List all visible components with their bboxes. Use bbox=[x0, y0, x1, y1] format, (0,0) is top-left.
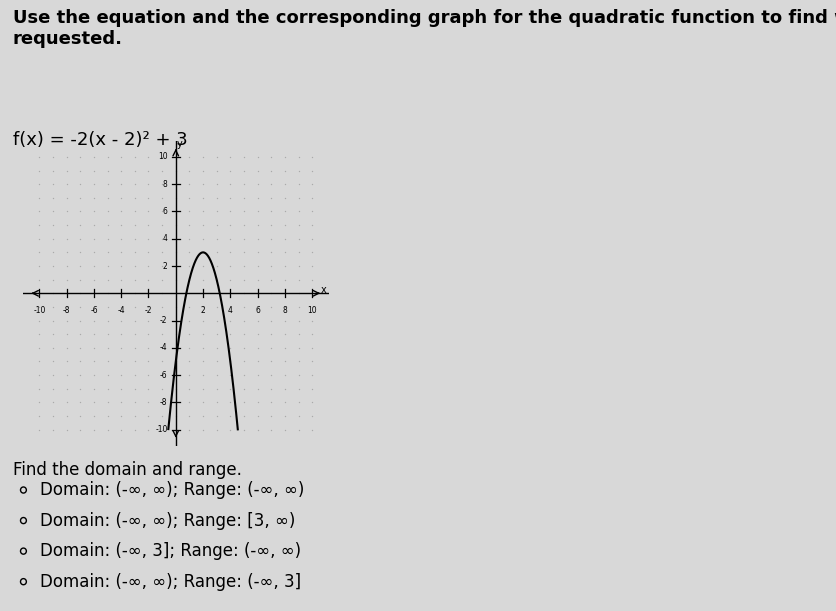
Text: Domain: (-∞, ∞); Range: [3, ∞): Domain: (-∞, ∞); Range: [3, ∞) bbox=[40, 511, 295, 530]
Text: Use the equation and the corresponding graph for the quadratic function to find : Use the equation and the corresponding g… bbox=[13, 9, 836, 48]
Text: -8: -8 bbox=[63, 306, 70, 315]
Text: -4: -4 bbox=[160, 343, 167, 353]
Text: x: x bbox=[320, 285, 326, 295]
Text: 2: 2 bbox=[163, 262, 167, 271]
Text: Domain: (-∞, ∞); Range: (-∞, 3]: Domain: (-∞, ∞); Range: (-∞, 3] bbox=[40, 573, 301, 591]
Text: -2: -2 bbox=[145, 306, 152, 315]
Text: -10: -10 bbox=[155, 425, 167, 434]
Text: -6: -6 bbox=[160, 371, 167, 379]
Text: y: y bbox=[176, 139, 182, 148]
Text: 6: 6 bbox=[162, 207, 167, 216]
Text: 2: 2 bbox=[201, 306, 205, 315]
Text: Domain: (-∞, 3]; Range: (-∞, ∞): Domain: (-∞, 3]; Range: (-∞, ∞) bbox=[40, 542, 301, 560]
Text: Domain: (-∞, ∞); Range: (-∞, ∞): Domain: (-∞, ∞); Range: (-∞, ∞) bbox=[40, 481, 304, 499]
Text: -6: -6 bbox=[90, 306, 98, 315]
Text: Find the domain and range.: Find the domain and range. bbox=[13, 461, 241, 479]
Text: -4: -4 bbox=[117, 306, 125, 315]
Text: -2: -2 bbox=[160, 316, 167, 325]
Text: 6: 6 bbox=[255, 306, 260, 315]
Text: f(x) = -2(x - 2)² + 3: f(x) = -2(x - 2)² + 3 bbox=[13, 131, 187, 149]
Text: 8: 8 bbox=[283, 306, 287, 315]
Text: -10: -10 bbox=[33, 306, 45, 315]
Text: 4: 4 bbox=[227, 306, 232, 315]
Text: 8: 8 bbox=[163, 180, 167, 189]
Text: 10: 10 bbox=[158, 152, 167, 161]
Text: 10: 10 bbox=[307, 306, 317, 315]
Text: -8: -8 bbox=[160, 398, 167, 407]
Text: 4: 4 bbox=[162, 234, 167, 243]
